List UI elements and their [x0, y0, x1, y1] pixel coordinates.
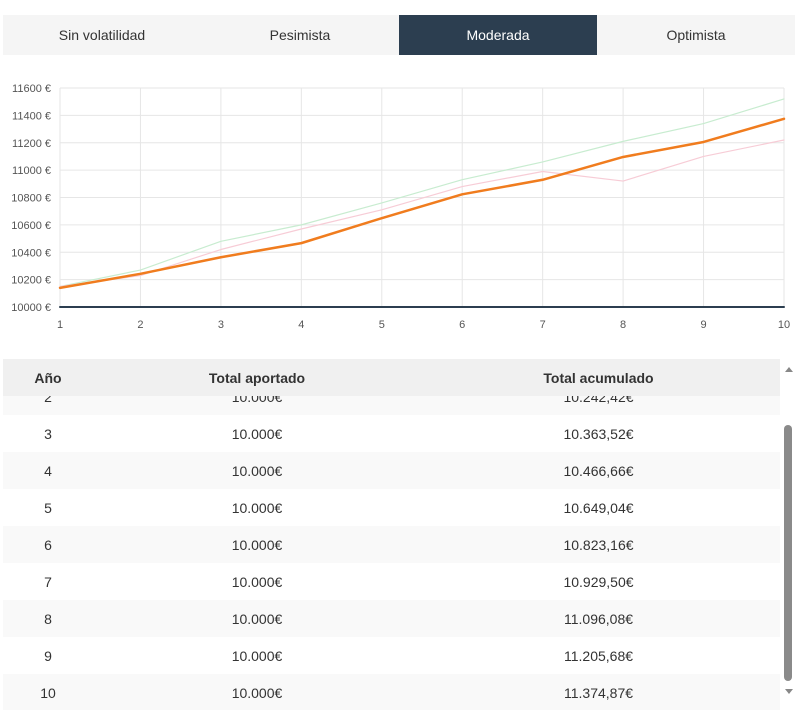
- cell-total-aportado: 10.000€: [231, 684, 283, 701]
- series-line-1: [59, 98, 785, 288]
- cell-year: 6: [44, 536, 52, 553]
- header-total-aportado: Total aportado: [208, 369, 306, 386]
- x-tick-label: 6: [459, 319, 465, 331]
- cell-total-acumulado: 11.096,08€: [563, 610, 634, 627]
- tab-optimista[interactable]: Optimista: [666, 27, 726, 43]
- cell-total-aportado: 10.000€: [231, 573, 283, 590]
- table-row: 3 10.000€ 10.363,52€: [3, 415, 780, 452]
- x-tick-label: 4: [298, 319, 304, 331]
- x-tick-label: 3: [218, 319, 224, 331]
- cell-year: 8: [44, 610, 52, 627]
- table-scrollbar[interactable]: [781, 359, 798, 710]
- table-row: 7 10.000€ 10.929,50€: [3, 563, 780, 600]
- cell-total-aportado: 10.000€: [231, 647, 283, 664]
- table-row: 8 10.000€ 11.096,08€: [3, 600, 780, 637]
- y-tick-label: 11200 €: [12, 138, 51, 150]
- scroll-down-arrow-icon[interactable]: [785, 689, 793, 694]
- x-tick-label: 10: [778, 319, 790, 331]
- cell-year: 3: [44, 425, 52, 442]
- y-tick-label: 10600 €: [11, 220, 51, 232]
- tab-sin-volatilidad[interactable]: Sin volatilidad: [58, 27, 146, 43]
- header-year: Año: [34, 369, 62, 386]
- table-row: 5 10.000€ 10.649,04€: [3, 489, 780, 526]
- cell-total-acumulado: 10.363,52€: [563, 425, 634, 442]
- cell-year: 10: [40, 684, 56, 701]
- cell-total-acumulado: 11.205,68€: [563, 647, 634, 664]
- x-tick-label: 8: [620, 319, 626, 331]
- scroll-up-arrow-icon[interactable]: [785, 367, 793, 372]
- y-tick-label: 10200 €: [11, 275, 51, 287]
- cell-total-aportado: 10.000€: [231, 462, 283, 479]
- results-table: Año Total aportado Total acumulado 2 10.0…: [3, 359, 780, 710]
- scrollbar-thumb[interactable]: [784, 425, 792, 681]
- cell-total-acumulado: 10.823,16€: [563, 536, 634, 553]
- y-tick-label: 11400 €: [12, 110, 51, 122]
- x-tick-label: 1: [57, 319, 63, 331]
- cell-total-acumulado: 10.649,04€: [563, 499, 634, 516]
- y-tick-label: 10400 €: [11, 247, 51, 259]
- projection-chart: 10000 € 10200 € 10400 € 10600 € 10800 € 11000…: [11, 83, 790, 331]
- cell-total-aportado: 10.000€: [231, 396, 283, 405]
- y-tick-label: 11000 €: [12, 165, 51, 177]
- cell-year: 7: [44, 573, 52, 590]
- table-header: Año Total aportado Total acumulado: [3, 359, 780, 396]
- y-tick-label: 11600 €: [12, 83, 51, 95]
- x-tick-label: 2: [137, 319, 143, 331]
- cell-total-aportado: 10.000€: [231, 425, 283, 442]
- cell-total-aportado: 10.000€: [231, 536, 283, 553]
- cell-year: 2: [44, 396, 52, 405]
- table-row: 4 10.000€ 10.466,66€: [3, 452, 780, 489]
- series-line-3: [58, 117, 786, 290]
- x-tick-label: 7: [540, 319, 546, 331]
- series-line-2: [59, 139, 785, 288]
- table-row: 9 10.000€ 11.205,68€: [3, 637, 780, 674]
- table-body: 2 10.000€ 10.242,42€ 3 10.000€ 10.363,52€ 4 10.…: [3, 396, 780, 710]
- x-tick-label: 5: [379, 319, 385, 331]
- cell-total-aportado: 10.000€: [231, 610, 283, 627]
- y-tick-label: 10000 €: [11, 302, 51, 314]
- y-tick-label: 10800 €: [11, 193, 51, 205]
- table-row: 2 10.000€ 10.242,42€: [3, 396, 780, 415]
- cell-year: 9: [44, 647, 52, 664]
- tab-moderada[interactable]: Moderada: [399, 15, 597, 55]
- cell-year: 5: [44, 499, 52, 516]
- table-row: 6 10.000€ 10.823,16€: [3, 526, 780, 563]
- tab-pesimista[interactable]: Pesimista: [269, 27, 331, 43]
- cell-total-aportado: 10.000€: [231, 499, 283, 516]
- x-tick-label: 9: [700, 319, 706, 331]
- cell-total-acumulado: 11.374,87€: [563, 684, 634, 701]
- header-total-acumulado: Total acumulado: [543, 369, 654, 386]
- cell-year: 4: [44, 462, 52, 479]
- table-row: 10 10.000€ 11.374,87€: [3, 674, 780, 710]
- scenario-tabs: Sin volatilidad Pesimista Moderada Optim…: [3, 15, 795, 55]
- cell-total-acumulado: 10.466,66€: [563, 462, 634, 479]
- cell-total-acumulado: 10.929,50€: [563, 573, 634, 590]
- cell-total-acumulado: 10.242,42€: [563, 396, 634, 405]
